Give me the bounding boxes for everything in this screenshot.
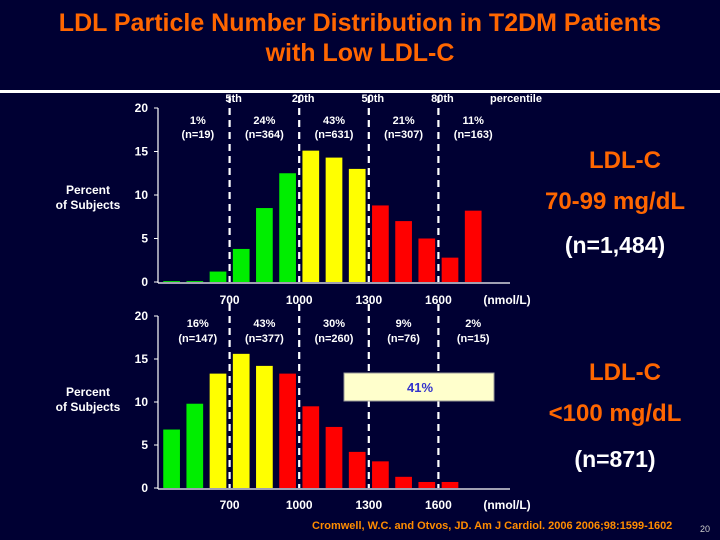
- top-segment-n: (n=163): [454, 129, 493, 141]
- bottom-bar: [302, 406, 320, 488]
- top-percentile-label: 5th: [225, 93, 242, 105]
- top-bar: [348, 168, 366, 282]
- top-bar: [372, 205, 389, 282]
- top-bar: [464, 210, 482, 282]
- top-bar: [279, 173, 296, 282]
- top-bar: [395, 221, 412, 282]
- bottom-y-label-line2: of Subjects: [56, 400, 121, 414]
- top-bar: [209, 271, 227, 282]
- bottom-bar: [279, 373, 296, 488]
- bottom-bar: [418, 481, 436, 488]
- bottom-segment-percent: 16%: [187, 318, 209, 330]
- bottom-bar: [372, 461, 389, 488]
- top-segment-percent: 43%: [323, 115, 345, 127]
- title-divider: [0, 90, 720, 93]
- bottom-bar: [163, 429, 180, 488]
- top-x-tick-label: 1000: [286, 293, 313, 307]
- top-bar: [186, 281, 204, 282]
- bottom-y-tick-label: 20: [135, 309, 149, 323]
- top-y-tick-label: 5: [141, 232, 148, 246]
- bottom-y-tick-label: 5: [141, 438, 148, 452]
- bottom-segment-n: (n=76): [387, 333, 420, 345]
- top-percentile-label: 20th: [292, 93, 315, 105]
- bottom-segment-n: (n=147): [178, 333, 217, 345]
- top-y-label-line1: Percent: [66, 183, 110, 197]
- title-line-1: LDL Particle Number Distribution in T2DM…: [58, 9, 662, 37]
- top-bar: [256, 208, 273, 282]
- top-segment-percent: 24%: [253, 115, 275, 127]
- bottom-segment-n: (n=377): [245, 333, 284, 345]
- bottom-ldl-heading: LDL-C: [589, 359, 661, 386]
- top-percentile-label: 80th: [431, 93, 454, 105]
- bottom-annotation-box: [343, 372, 495, 402]
- top-bar: [325, 157, 343, 282]
- top-percentile-caption: percentile: [490, 93, 542, 105]
- top-ldl-range: 70-99 mg/dL: [544, 188, 686, 215]
- bottom-x-tick-label: 700: [220, 498, 240, 512]
- bottom-y-tick-label: 15: [135, 352, 149, 366]
- bottom-segment-percent: 9%: [396, 318, 412, 330]
- bottom-bar: [395, 476, 412, 488]
- bottom-bar: [232, 353, 250, 488]
- top-segment-n: (n=307): [384, 129, 423, 141]
- top-bar: [302, 150, 320, 282]
- top-n-count: (n=1,484): [564, 232, 666, 258]
- bottom-bar: [325, 426, 343, 488]
- slide-title: LDL Particle Number Distribution in T2DM…: [0, 8, 720, 68]
- bottom-segment-percent: 2%: [465, 318, 481, 330]
- top-percentile-label: 50th: [361, 93, 384, 105]
- top-segment-percent: 21%: [393, 115, 415, 127]
- bottom-bar: [256, 365, 273, 488]
- bottom-segment-n: (n=15): [457, 333, 490, 345]
- bottom-y-tick-label: 0: [141, 481, 148, 495]
- bottom-x-tick-label: 1600: [425, 498, 452, 512]
- top-x-tick-label: 700: [220, 293, 240, 307]
- bottom-bar: [186, 403, 204, 488]
- bottom-ldl-range: <100 mg/dL: [548, 400, 682, 427]
- top-y-tick-label: 0: [141, 275, 148, 289]
- citation: Cromwell, W.C. and Otvos, JD. Am J Cardi…: [312, 520, 673, 532]
- bottom-bar: [441, 481, 459, 488]
- bottom-x-tick-label: 1300: [355, 498, 382, 512]
- bottom-x-tick-label: 1000: [286, 498, 313, 512]
- top-segment-n: (n=19): [181, 129, 214, 141]
- bottom-segment-percent: 43%: [253, 318, 275, 330]
- bottom-n-count: (n=871): [574, 446, 656, 472]
- bottom-bar: [209, 373, 227, 488]
- bottom-y-tick-label: 10: [135, 395, 149, 409]
- top-y-tick-label: 10: [135, 188, 149, 202]
- bottom-y-label-line1: Percent: [66, 385, 110, 399]
- top-bar: [418, 238, 436, 282]
- top-segment-percent: 1%: [190, 115, 206, 127]
- bottom-segment-n: (n=260): [315, 333, 354, 345]
- top-y-label-line2: of Subjects: [56, 198, 121, 212]
- top-x-tick-label: 1300: [355, 293, 382, 307]
- top-segment-n: (n=364): [245, 129, 284, 141]
- top-bar: [163, 281, 180, 282]
- top-y-tick-label: 15: [135, 145, 149, 159]
- page-number: 20: [700, 524, 711, 534]
- bottom-bar: [348, 451, 366, 488]
- top-segment-percent: 11%: [462, 115, 484, 127]
- top-bar: [441, 257, 459, 282]
- bottom-annotation-text: 41%: [407, 380, 433, 395]
- title-line-2: with Low LDL-C: [265, 39, 455, 67]
- top-bar: [232, 248, 250, 282]
- top-segment-n: (n=631): [315, 129, 354, 141]
- top-y-tick-label: 20: [135, 101, 149, 115]
- top-x-tick-label: (nmol/L): [483, 293, 530, 307]
- top-x-tick-label: 1600: [425, 293, 452, 307]
- top-ldl-heading: LDL-C: [589, 147, 661, 174]
- bottom-x-tick-label: (nmol/L): [483, 498, 530, 512]
- bottom-segment-percent: 30%: [323, 318, 345, 330]
